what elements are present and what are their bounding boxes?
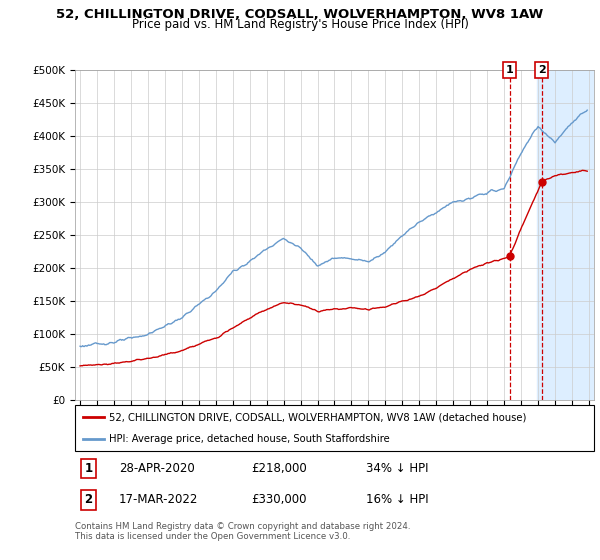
Text: HPI: Average price, detached house, South Staffordshire: HPI: Average price, detached house, Sout… — [109, 435, 389, 444]
Text: 52, CHILLINGTON DRIVE, CODSALL, WOLVERHAMPTON, WV8 1AW (detached house): 52, CHILLINGTON DRIVE, CODSALL, WOLVERHA… — [109, 412, 526, 422]
Text: 34% ↓ HPI: 34% ↓ HPI — [365, 462, 428, 475]
Text: 1: 1 — [85, 462, 92, 475]
Text: Price paid vs. HM Land Registry's House Price Index (HPI): Price paid vs. HM Land Registry's House … — [131, 18, 469, 31]
Text: 2: 2 — [538, 65, 545, 75]
Text: £330,000: £330,000 — [251, 493, 307, 506]
Bar — [536, 70, 598, 400]
Text: 2: 2 — [85, 493, 92, 506]
Text: 52, CHILLINGTON DRIVE, CODSALL, WOLVERHAMPTON, WV8 1AW: 52, CHILLINGTON DRIVE, CODSALL, WOLVERHA… — [56, 8, 544, 21]
Text: £218,000: £218,000 — [251, 462, 307, 475]
Text: 16% ↓ HPI: 16% ↓ HPI — [365, 493, 428, 506]
Text: 1: 1 — [506, 65, 514, 75]
Text: 17-MAR-2022: 17-MAR-2022 — [119, 493, 199, 506]
Text: 28-APR-2020: 28-APR-2020 — [119, 462, 195, 475]
Text: Contains HM Land Registry data © Crown copyright and database right 2024.
This d: Contains HM Land Registry data © Crown c… — [75, 522, 410, 542]
